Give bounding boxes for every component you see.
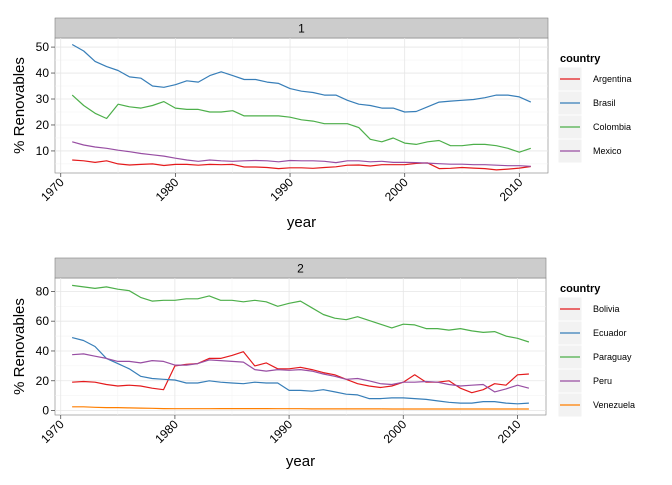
x-tick-label: 1990 <box>267 175 296 204</box>
legend-item-label: Paraguay <box>593 352 632 362</box>
legend: country Bolivia Ecuador Paraguay Peru Venezue… <box>557 283 635 418</box>
y-tick-label: 10 <box>36 144 50 158</box>
legend-item-label: Colombia <box>593 122 631 132</box>
x-tick-label: 2000 <box>382 175 411 204</box>
facet-strip <box>54 257 547 279</box>
series-line-mexico <box>72 141 531 167</box>
x-axis-title: year <box>287 214 316 231</box>
legend-item-label: Bolivia <box>593 304 620 314</box>
legend-item-label: Argentina <box>593 74 632 84</box>
legend-title: country <box>560 283 601 295</box>
y-tick-label: 60 <box>36 314 50 328</box>
x-tick-label: 2000 <box>381 417 410 446</box>
facet-strip-label: 1 <box>298 22 305 36</box>
facet-strip <box>54 17 549 39</box>
series-line-venezuela <box>72 406 529 410</box>
series-line-colombia <box>71 94 531 153</box>
legend-item-label: Ecuador <box>593 328 627 338</box>
legend-item-label: Venezuela <box>593 400 635 410</box>
series-line-paraguay <box>72 284 530 343</box>
legend-item-label: Brasil <box>593 98 616 108</box>
x-tick-label: 1970 <box>38 417 67 446</box>
y-tick-label: 50 <box>36 40 50 54</box>
y-tick-label: 40 <box>36 66 50 80</box>
panel-background <box>54 37 549 174</box>
y-axis-title: % Renovables <box>11 298 28 395</box>
x-tick-label: 1990 <box>266 417 295 446</box>
facet-panel-1: 1 10 20 30 40 50 1970 1980 1990 2000 2010 year % Ren… <box>11 17 632 231</box>
y-tick-label: 30 <box>36 92 50 106</box>
series-line-brasil <box>71 43 532 113</box>
x-tick-label: 1980 <box>152 417 181 446</box>
x-tick-label: 1970 <box>38 175 67 204</box>
panel-background <box>54 277 547 416</box>
series-line-ecuador <box>71 337 529 405</box>
legend-item-label: Peru <box>593 376 612 386</box>
y-tick-label: 20 <box>36 374 50 388</box>
x-tick-label: 1980 <box>153 175 182 204</box>
y-tick-label: 0 <box>42 404 49 418</box>
y-axis-title: % Renovables <box>11 57 28 154</box>
series-line-bolivia <box>72 351 529 394</box>
series-line-peru <box>72 353 530 393</box>
x-axis-title: year <box>286 453 315 470</box>
x-tick-label: 2010 <box>495 417 524 446</box>
y-tick-label: 20 <box>36 118 50 132</box>
y-tick-label: 40 <box>36 344 50 358</box>
x-tick-label: 2010 <box>497 175 526 204</box>
facet-strip-label: 2 <box>297 262 304 276</box>
legend-title: country <box>560 53 601 65</box>
legend: country Argentina Brasil Colombia Mexico <box>557 53 632 164</box>
y-tick-label: 80 <box>36 284 50 298</box>
legend-item-label: Mexico <box>593 146 622 156</box>
series-line-argentina <box>72 159 531 171</box>
